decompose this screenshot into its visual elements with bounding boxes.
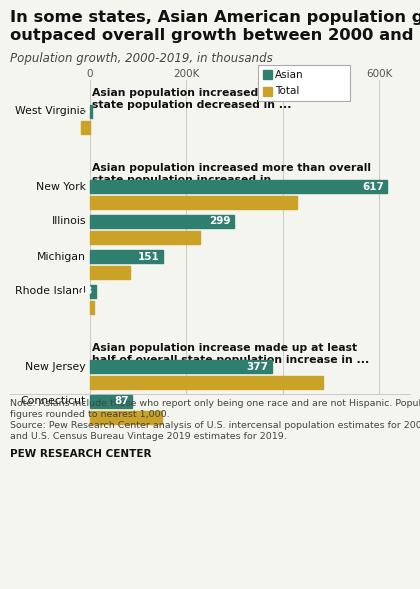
- Text: 87: 87: [114, 396, 129, 406]
- Text: 299: 299: [210, 217, 231, 227]
- Text: figures rounded to nearest 1,000.: figures rounded to nearest 1,000.: [10, 410, 170, 419]
- Text: 5: 5: [82, 107, 89, 117]
- Text: Rhode Island: Rhode Island: [15, 286, 86, 296]
- Text: Illinois: Illinois: [52, 217, 86, 227]
- Bar: [90, 231, 200, 244]
- Bar: [90, 285, 96, 298]
- Text: Asian: Asian: [275, 70, 304, 80]
- Text: 200K: 200K: [173, 69, 200, 79]
- Text: 400K: 400K: [270, 69, 296, 79]
- Text: Connecticut: Connecticut: [21, 396, 86, 406]
- Text: Asian population increase made up at least
half of overall state population incr: Asian population increase made up at lea…: [92, 343, 369, 365]
- Bar: [90, 395, 132, 408]
- Bar: [90, 360, 272, 373]
- Text: Asian population increased while overall
state population decreased in ...: Asian population increased while overall…: [92, 88, 340, 110]
- Text: 0: 0: [87, 69, 93, 79]
- Bar: [90, 411, 162, 424]
- Text: In some states, Asian American population growth
outpaced overall growth between: In some states, Asian American populatio…: [10, 10, 420, 43]
- Bar: [90, 376, 323, 389]
- Text: Source: Pew Research Center analysis of U.S. intercensal population estimates fo: Source: Pew Research Center analysis of …: [10, 421, 420, 430]
- Bar: [258, 65, 350, 101]
- Bar: [90, 215, 234, 228]
- Bar: [90, 301, 94, 314]
- Text: West Virginia: West Virginia: [15, 107, 86, 117]
- Bar: [81, 121, 90, 134]
- Text: Total: Total: [275, 87, 299, 97]
- Bar: [90, 105, 92, 118]
- Bar: [263, 87, 272, 96]
- Text: Asian population increased more than overall
state population increased in ...: Asian population increased more than ove…: [92, 163, 371, 186]
- Text: 151: 151: [138, 252, 160, 262]
- Text: New York: New York: [36, 181, 86, 191]
- Bar: [90, 266, 129, 279]
- Text: 600K: 600K: [366, 69, 392, 79]
- Text: 13: 13: [79, 286, 93, 296]
- Text: New Jersey: New Jersey: [25, 362, 86, 372]
- Bar: [90, 180, 387, 193]
- Bar: [90, 250, 163, 263]
- Text: Note: Asians include those who report only being one race and are not Hispanic. : Note: Asians include those who report on…: [10, 399, 420, 408]
- Bar: [90, 196, 297, 209]
- Text: and U.S. Census Bureau Vintage 2019 estimates for 2019.: and U.S. Census Bureau Vintage 2019 esti…: [10, 432, 287, 441]
- Text: PEW RESEARCH CENTER: PEW RESEARCH CENTER: [10, 449, 152, 459]
- Text: 377: 377: [247, 362, 269, 372]
- Bar: [263, 70, 272, 79]
- Text: 617: 617: [362, 181, 384, 191]
- Text: Michigan: Michigan: [37, 252, 86, 262]
- Text: Population growth, 2000-2019, in thousands: Population growth, 2000-2019, in thousan…: [10, 52, 273, 65]
